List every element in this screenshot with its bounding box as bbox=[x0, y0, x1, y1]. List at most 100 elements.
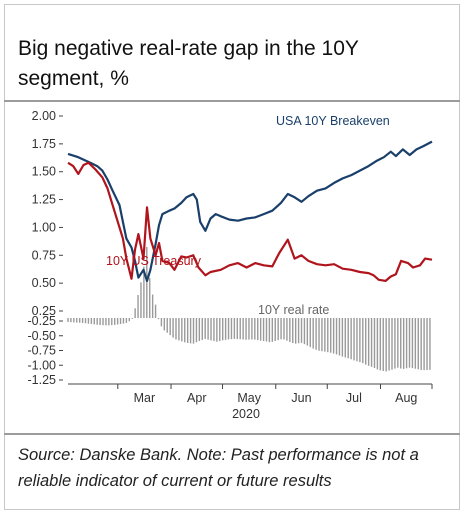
real-rate-bar bbox=[365, 318, 367, 365]
real-rate-bar bbox=[137, 295, 139, 318]
x-tick-label: Aug bbox=[395, 391, 417, 405]
real-rate-bar bbox=[116, 318, 119, 325]
real-rate-bar bbox=[169, 318, 171, 336]
real-rate-bar bbox=[73, 318, 75, 323]
real-rate-bar bbox=[423, 318, 425, 371]
real-rate-bar bbox=[122, 318, 125, 324]
real-rate-bar bbox=[286, 318, 288, 341]
y-tick-label: 1.25 bbox=[32, 193, 56, 207]
real-rate-bar bbox=[268, 318, 271, 343]
y-tick-label: 1.00 bbox=[32, 220, 56, 234]
real-rate-bar bbox=[222, 318, 224, 341]
real-rate-bar bbox=[359, 318, 361, 363]
source-note: Source: Danske Bank. Note: Past performa… bbox=[18, 446, 419, 490]
real-rate-bar bbox=[78, 318, 81, 323]
real-rate-bar bbox=[99, 318, 101, 326]
real-rate-bar bbox=[227, 318, 230, 340]
x-year-label: 2020 bbox=[232, 407, 260, 421]
x-tick-label: Jun bbox=[291, 391, 311, 405]
real-rate-bar bbox=[280, 318, 282, 340]
real-rate-bar bbox=[105, 318, 107, 326]
real-rate-bar bbox=[356, 318, 358, 362]
real-rate-bar bbox=[385, 318, 387, 372]
source-divider bbox=[4, 433, 460, 435]
real-rate-bar bbox=[111, 318, 113, 326]
real-rate-bar bbox=[429, 318, 431, 370]
real-rate-bar bbox=[242, 318, 244, 340]
real-rate-bar bbox=[376, 318, 379, 370]
real-rate-bar bbox=[216, 318, 218, 342]
real-rate-bar bbox=[411, 318, 414, 369]
real-rate-bar bbox=[306, 318, 309, 346]
real-rate-bar bbox=[397, 318, 399, 368]
real-rate-bar bbox=[251, 318, 253, 340]
real-rate-bar bbox=[210, 318, 212, 341]
treasury-label: 10Y US Treasury bbox=[106, 254, 202, 268]
real-rate-bar bbox=[294, 318, 297, 344]
real-rate-bar bbox=[338, 318, 341, 356]
y-tick-label: -0.50 bbox=[28, 329, 57, 343]
real-rate-bar bbox=[259, 318, 262, 341]
real-rate-bar bbox=[128, 318, 130, 322]
real-rate-bar bbox=[405, 318, 408, 369]
real-rate-bar bbox=[146, 246, 148, 318]
real-rate-bar bbox=[143, 266, 145, 318]
real-rate-bar bbox=[362, 318, 364, 364]
real-rate-bar bbox=[67, 318, 69, 322]
real-rate-bar bbox=[274, 318, 276, 341]
real-rate-label: 10Y real rate bbox=[258, 303, 329, 317]
real-rate-bar bbox=[134, 308, 136, 318]
x-axis: Mar Apr May Jun Jul Aug 2020 bbox=[68, 383, 433, 421]
real-rate-bar bbox=[315, 318, 317, 350]
real-rate-bar bbox=[70, 318, 72, 323]
real-rate-bar bbox=[219, 318, 221, 342]
real-rate-bar bbox=[84, 318, 87, 324]
real-rate-bar bbox=[262, 318, 265, 342]
real-rate-bar bbox=[201, 318, 203, 340]
y-tick-label: -1.25 bbox=[28, 373, 57, 387]
real-rate-bar bbox=[318, 318, 320, 351]
x-tick-label: Mar bbox=[134, 391, 156, 405]
real-rate-bar bbox=[344, 318, 346, 358]
real-rate-bar bbox=[257, 318, 259, 341]
treasury-line bbox=[67, 161, 433, 282]
title-divider bbox=[4, 100, 460, 102]
real-rate-bar bbox=[90, 318, 93, 325]
real-rate-bar bbox=[166, 318, 168, 333]
y-tick-label: 0.50 bbox=[32, 276, 56, 290]
real-rate-bar bbox=[108, 318, 110, 326]
real-rate-bar bbox=[400, 318, 402, 369]
real-rate-bar bbox=[309, 318, 311, 348]
real-rate-bar bbox=[151, 294, 154, 318]
real-rate-bar bbox=[195, 318, 198, 343]
real-rate-bar bbox=[96, 318, 98, 325]
real-rate-bar bbox=[402, 318, 405, 369]
real-rate-bar bbox=[297, 318, 300, 344]
real-rate-bars bbox=[67, 246, 431, 372]
real-rate-bar bbox=[93, 318, 95, 325]
chart-title: Big negative real-rate gap in the 10Y se… bbox=[18, 37, 359, 90]
real-rate-bar bbox=[125, 318, 128, 323]
real-rate-bar bbox=[283, 318, 285, 340]
real-rate-bar bbox=[321, 318, 323, 352]
real-rate-bar bbox=[175, 318, 177, 340]
real-rate-bar bbox=[379, 318, 382, 371]
real-rate-bar bbox=[230, 318, 233, 340]
real-rate-bar bbox=[186, 318, 189, 343]
real-rate-bar bbox=[154, 304, 157, 318]
y-tick-label: 2.00 bbox=[32, 109, 56, 123]
real-rate-bar bbox=[367, 318, 370, 366]
x-tick-label: Jul bbox=[346, 391, 362, 405]
y-tick-label: -1.00 bbox=[28, 358, 57, 372]
y-tick-label: 1.75 bbox=[32, 137, 56, 151]
real-rate-bar bbox=[332, 318, 335, 354]
real-rate-bar bbox=[189, 318, 192, 344]
y-tick-label: -0.75 bbox=[28, 344, 57, 358]
real-rate-bar bbox=[353, 318, 355, 361]
real-rate-bar bbox=[224, 318, 227, 340]
real-rate-bar bbox=[131, 318, 133, 319]
real-rate-bar bbox=[213, 318, 215, 342]
real-rate-bar bbox=[394, 318, 396, 369]
real-rate-bar bbox=[347, 318, 349, 359]
